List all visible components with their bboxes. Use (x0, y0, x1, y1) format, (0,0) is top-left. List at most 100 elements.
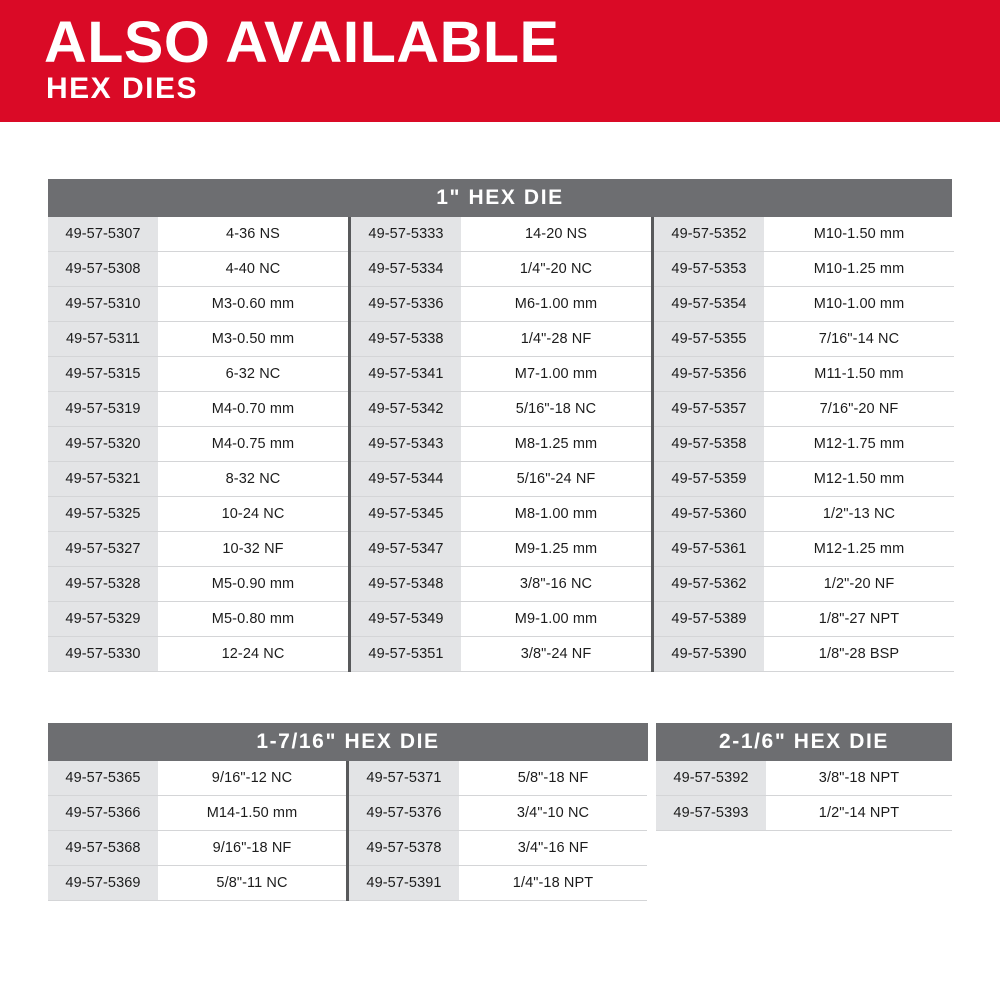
cell-description: M4-0.70 mm (158, 392, 348, 426)
table-row: 49-57-5320 M4-0.75 mm (48, 427, 348, 462)
cell-description: M8-1.00 mm (461, 497, 651, 531)
cell-sku: 49-57-5328 (48, 567, 158, 601)
cell-sku: 49-57-5327 (48, 532, 158, 566)
table-row: 49-57-5308 4-40 NC (48, 252, 348, 287)
cell-sku: 49-57-5333 (351, 217, 461, 251)
table-row: 49-57-5354 M10-1.00 mm (654, 287, 954, 322)
cell-sku: 49-57-5343 (351, 427, 461, 461)
table-row: 49-57-5376 3/4"-10 NC (349, 796, 647, 831)
cell-description: M3-0.50 mm (158, 322, 348, 356)
cell-description: M10-1.25 mm (764, 252, 954, 286)
cell-description: 9/16"-12 NC (158, 761, 346, 795)
cell-description: 1/2"-13 NC (764, 497, 954, 531)
cell-sku: 49-57-5325 (48, 497, 158, 531)
cell-description: 1/4"-20 NC (461, 252, 651, 286)
cell-sku: 49-57-5361 (654, 532, 764, 566)
cell-description: 3/8"-18 NPT (766, 761, 952, 795)
page-banner: ALSO AVAILABLE HEX DIES (0, 0, 1000, 122)
cell-description: 1/8"-27 NPT (764, 602, 954, 636)
cell-sku: 49-57-5356 (654, 357, 764, 391)
cell-sku: 49-57-5391 (349, 866, 459, 900)
cell-description: 8-32 NC (158, 462, 348, 496)
cell-description: 10-24 NC (158, 497, 348, 531)
cell-sku: 49-57-5338 (351, 322, 461, 356)
cell-sku: 49-57-5310 (48, 287, 158, 321)
cell-sku: 49-57-5348 (351, 567, 461, 601)
cell-sku: 49-57-5330 (48, 637, 158, 671)
table-row: 49-57-5378 3/4"-16 NF (349, 831, 647, 866)
cell-sku: 49-57-5344 (351, 462, 461, 496)
cell-description: 7/16"-20 NF (764, 392, 954, 426)
cell-sku: 49-57-5365 (48, 761, 158, 795)
cell-sku: 49-57-5392 (656, 761, 766, 795)
table-row: 49-57-5393 1/2"-14 NPT (656, 796, 952, 831)
banner-title: ALSO AVAILABLE (44, 10, 560, 75)
table-row: 49-57-5359 M12-1.50 mm (654, 462, 954, 497)
table-row: 49-57-5321 8-32 NC (48, 462, 348, 497)
cell-sku: 49-57-5368 (48, 831, 158, 865)
table-row: 49-57-5334 1/4"-20 NC (351, 252, 651, 287)
cell-sku: 49-57-5357 (654, 392, 764, 426)
cell-description: M11-1.50 mm (764, 357, 954, 391)
table-row: 49-57-5319 M4-0.70 mm (48, 392, 348, 427)
cell-description: 14-20 NS (461, 217, 651, 251)
cell-description: 12-24 NC (158, 637, 348, 671)
cell-sku: 49-57-5362 (654, 567, 764, 601)
cell-sku: 49-57-5329 (48, 602, 158, 636)
cell-sku: 49-57-5378 (349, 831, 459, 865)
cell-sku: 49-57-5354 (654, 287, 764, 321)
column-group: 49-57-5392 3/8"-18 NPT 49-57-5393 1/2"-14 N… (656, 761, 952, 831)
column-group: 49-57-5365 9/16"-12 NC 49-57-5366 M14-1.50 … (48, 761, 346, 901)
table-row: 49-57-5330 12-24 NC (48, 637, 348, 672)
table-1-title: 1" HEX DIE (48, 179, 952, 217)
cell-description: M4-0.75 mm (158, 427, 348, 461)
column-group: 49-57-5371 5/8"-18 NF 49-57-5376 3/4"-10 NC… (346, 761, 647, 901)
table-row: 49-57-5391 1/4"-18 NPT (349, 866, 647, 901)
cell-sku: 49-57-5307 (48, 217, 158, 251)
cell-description: 6-32 NC (158, 357, 348, 391)
cell-description: 1/4"-28 NF (461, 322, 651, 356)
cell-sku: 49-57-5376 (349, 796, 459, 830)
cell-description: 7/16"-14 NC (764, 322, 954, 356)
cell-description: 9/16"-18 NF (158, 831, 346, 865)
table-row: 49-57-5356 M11-1.50 mm (654, 357, 954, 392)
table-1-body: 49-57-5307 4-36 NS 49-57-5308 4-40 NC 49-57-… (48, 217, 954, 672)
cell-sku: 49-57-5321 (48, 462, 158, 496)
hex-die-table-1: 1" HEX DIE 49-57-5307 4-36 NS 49-57-5308 4-… (48, 179, 954, 672)
table-3-body: 49-57-5392 3/8"-18 NPT 49-57-5393 1/2"-14 N… (656, 761, 952, 831)
cell-description: M12-1.50 mm (764, 462, 954, 496)
table-row: 49-57-5310 M3-0.60 mm (48, 287, 348, 322)
hex-die-table-2: 1-7/16" HEX DIE 49-57-5365 9/16"-12 NC 49-… (48, 723, 648, 901)
table-row: 49-57-5369 5/8"-11 NC (48, 866, 346, 901)
cell-sku: 49-57-5369 (48, 866, 158, 900)
table-row: 49-57-5307 4-36 NS (48, 217, 348, 252)
cell-sku: 49-57-5308 (48, 252, 158, 286)
table-row: 49-57-5333 14-20 NS (351, 217, 651, 252)
cell-sku: 49-57-5389 (654, 602, 764, 636)
table-row: 49-57-5352 M10-1.50 mm (654, 217, 954, 252)
banner-subtitle: HEX DIES (46, 72, 199, 105)
table-row: 49-57-5368 9/16"-18 NF (48, 831, 346, 866)
cell-description: 5/8"-18 NF (459, 761, 647, 795)
table-2-title: 1-7/16" HEX DIE (48, 723, 648, 761)
table-row: 49-57-5371 5/8"-18 NF (349, 761, 647, 796)
cell-description: M12-1.25 mm (764, 532, 954, 566)
cell-sku: 49-57-5393 (656, 796, 766, 830)
cell-description: 5/16"-24 NF (461, 462, 651, 496)
table-row: 49-57-5360 1/2"-13 NC (654, 497, 954, 532)
cell-sku: 49-57-5360 (654, 497, 764, 531)
table-row: 49-57-5342 5/16"-18 NC (351, 392, 651, 427)
cell-sku: 49-57-5359 (654, 462, 764, 496)
table-row: 49-57-5351 3/8"-24 NF (351, 637, 651, 672)
table-row: 49-57-5365 9/16"-12 NC (48, 761, 346, 796)
cell-description: 4-36 NS (158, 217, 348, 251)
column-group: 49-57-5333 14-20 NS 49-57-5334 1/4"-20 NC 49… (348, 217, 651, 672)
cell-sku: 49-57-5347 (351, 532, 461, 566)
cell-description: M10-1.50 mm (764, 217, 954, 251)
table-row: 49-57-5311 M3-0.50 mm (48, 322, 348, 357)
table-row: 49-57-5338 1/4"-28 NF (351, 322, 651, 357)
cell-description: 1/4"-18 NPT (459, 866, 647, 900)
table-row: 49-57-5392 3/8"-18 NPT (656, 761, 952, 796)
table-row: 49-57-5347 M9-1.25 mm (351, 532, 651, 567)
table-row: 49-57-5353 M10-1.25 mm (654, 252, 954, 287)
